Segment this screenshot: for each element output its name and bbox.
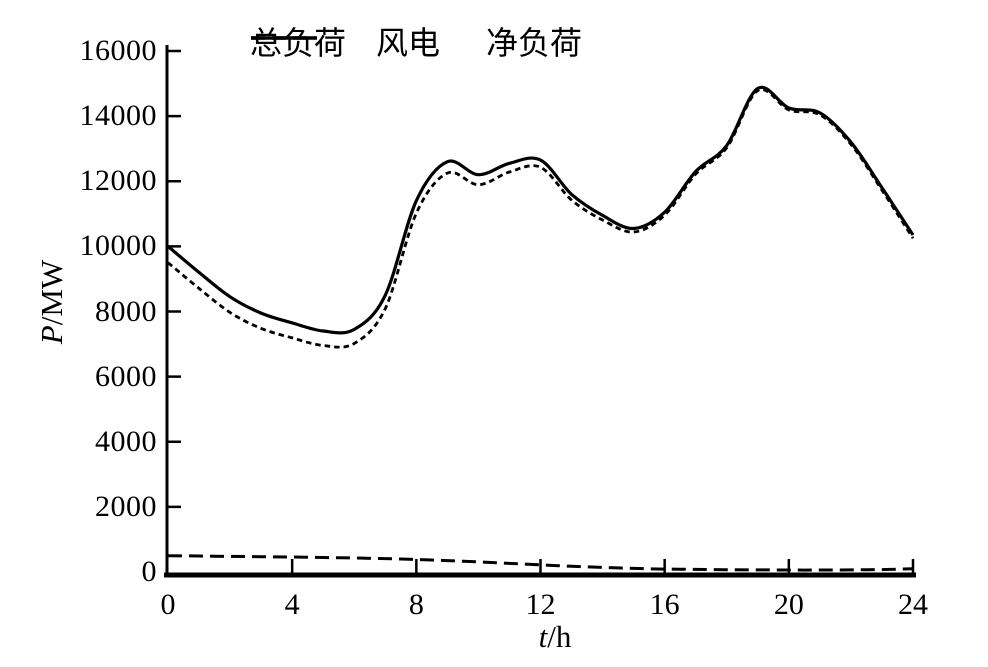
x-tick-label-20: 20 [773,588,804,621]
y-tick-label-2000: 2000 [95,489,157,523]
y-tick-label-16000: 16000 [79,34,157,67]
y-tick-label-14000: 14000 [79,99,157,133]
y-tick-label-10000: 10000 [79,229,157,263]
x-tick-label-16: 16 [649,588,680,621]
y-tick-label-4000: 4000 [95,424,157,458]
x-axis-title: t/h [475,620,635,654]
x-axis-unit: /h [547,619,572,654]
x-tick-label-24: 24 [898,588,928,621]
y-tick-label-12000: 12000 [79,164,157,198]
y-tick-label-0: 0 [141,555,157,588]
x-tick-label-12: 12 [525,588,556,621]
legend-item-net-load: 净负荷 [251,25,583,61]
total-load-line [166,85,915,335]
legend: 总负荷 风电 净负荷 [250,27,582,59]
x-tick-label-8: 8 [408,588,424,621]
x-tick-label-0: 0 [160,588,176,621]
y-tick-label-6000: 6000 [95,359,157,393]
legend-label-net-load: 净负荷 [486,25,583,61]
y-tick-label-8000: 8000 [95,294,157,328]
x-tick-label-4: 4 [284,588,300,621]
wind-power-line [167,554,914,572]
legend-label-wind-power: 风电 [376,25,441,61]
x-axis-symbol: t [538,619,548,654]
net-load-line [167,88,915,349]
legend-label-total-load: 总负荷 [250,25,347,61]
legend-item-wind-power: 风电 [251,25,441,61]
net-load-line-sample [251,36,313,40]
